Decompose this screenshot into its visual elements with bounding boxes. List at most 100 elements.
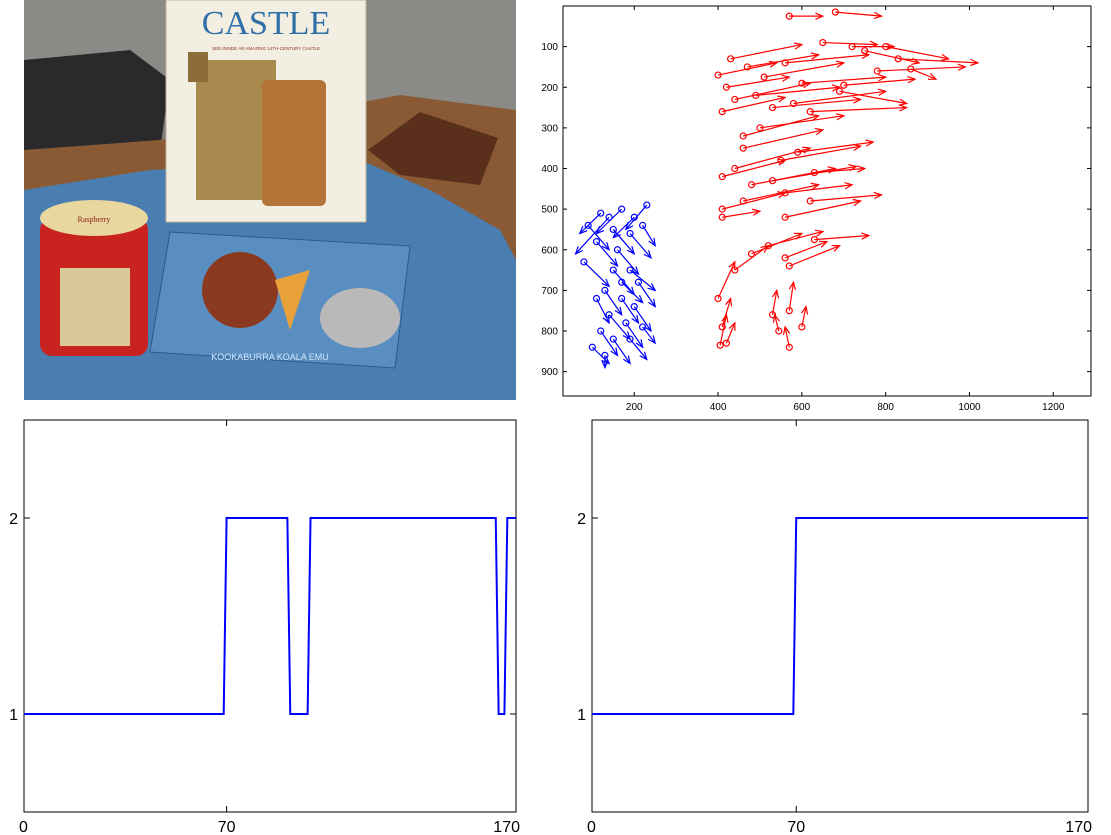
- vector-head: [777, 191, 787, 199]
- vector-head: [634, 294, 644, 304]
- y-tick-label: 700: [541, 286, 558, 297]
- plot-frame: [23, 419, 517, 813]
- vector-shaft: [771, 290, 778, 315]
- vector-shaft: [877, 66, 966, 72]
- vector-shaft: [797, 141, 874, 153]
- vector-head: [622, 355, 631, 365]
- y-tick-label: 2: [577, 511, 586, 528]
- vector-origin: [592, 238, 601, 246]
- vector-shaft: [596, 241, 618, 267]
- vector-head: [886, 42, 896, 51]
- vector-shaft: [600, 330, 618, 356]
- vector-shaft: [768, 230, 823, 247]
- vector-head: [578, 225, 588, 235]
- vector-head: [852, 198, 863, 207]
- vector-head: [610, 347, 619, 357]
- vector-origin: [588, 343, 596, 351]
- y-tick-label: 300: [541, 123, 558, 134]
- y-tick-label: 500: [541, 205, 558, 216]
- y-tick-label: 1: [577, 707, 586, 724]
- vector-head: [814, 229, 825, 237]
- vector-head: [643, 250, 653, 260]
- vector-origin: [634, 278, 643, 286]
- vector-shaft: [717, 62, 777, 76]
- y-tick-label: 2: [9, 511, 18, 528]
- vector-shaft: [810, 194, 882, 202]
- vector-head: [861, 232, 871, 240]
- vector-head: [810, 114, 821, 122]
- x-tick-label: 1200: [1042, 402, 1065, 413]
- vector-head: [725, 297, 733, 307]
- vector-origin: [580, 258, 588, 266]
- vector-shaft: [784, 200, 861, 218]
- vector-head: [810, 182, 821, 190]
- vector-shaft: [726, 76, 790, 88]
- vector-head: [782, 325, 791, 335]
- vector-shaft: [625, 204, 648, 230]
- vector-shaft: [835, 11, 882, 17]
- vector-series-1: [574, 201, 657, 370]
- book-subtitle: SEE INSIDE AN AMAZING 14TH-CENTURY CASTL…: [212, 46, 320, 51]
- vector-head: [781, 74, 791, 82]
- vector-origin: [618, 205, 626, 213]
- vector-shaft: [801, 306, 807, 328]
- vector-shaft: [822, 41, 878, 46]
- motion-vector-chart: 200 400 600 800 1000 1200 100 200 300 400 500 600 70…: [541, 5, 1092, 413]
- step-chart-left: 0 70 170 1 2: [9, 419, 520, 835]
- vector-origin: [718, 173, 726, 181]
- plot-frame: [562, 5, 1092, 397]
- puzzle-bird: [275, 270, 310, 330]
- vector-head: [602, 314, 610, 325]
- vector-shaft: [759, 115, 844, 129]
- vector-origin: [597, 327, 605, 335]
- vector-head: [793, 42, 804, 50]
- vector-shaft: [755, 86, 840, 96]
- step-series-0: [24, 517, 516, 715]
- vector-shaft: [596, 208, 623, 234]
- x-tick-label: 0: [19, 819, 28, 835]
- vector-shaft: [772, 98, 861, 109]
- vector-origin: [626, 229, 634, 238]
- vector-head: [927, 73, 938, 80]
- vector-head: [752, 208, 762, 216]
- vector-shaft: [814, 167, 865, 174]
- x-tick-label: 1000: [958, 402, 981, 413]
- vector-head: [831, 84, 842, 92]
- y-tick-label: 100: [541, 42, 558, 53]
- vector-shaft: [612, 229, 635, 255]
- vector-head: [793, 232, 804, 240]
- vector-origin: [785, 343, 793, 351]
- vector-origin: [609, 225, 617, 234]
- vector-origin: [626, 335, 634, 343]
- vector-head: [856, 165, 867, 173]
- vector-shaft: [717, 261, 736, 299]
- vector-origin: [718, 205, 726, 213]
- vector-origin: [739, 144, 747, 152]
- vector-head: [815, 12, 825, 20]
- vector-head: [595, 225, 605, 235]
- vector-origin: [626, 266, 634, 274]
- book-title: CASTLE: [202, 5, 330, 42]
- vector-shaft: [617, 249, 639, 275]
- castle-turret: [188, 52, 208, 82]
- vector-shaft: [788, 282, 795, 311]
- vector-head: [865, 139, 875, 147]
- vector-head: [630, 266, 640, 276]
- vector-shaft: [772, 165, 857, 182]
- vector-shaft: [885, 46, 949, 60]
- tin-lid: [40, 200, 148, 236]
- castle-tower: [262, 80, 326, 206]
- vector-origin: [798, 323, 806, 331]
- vector-series-0: [714, 8, 980, 351]
- vector-shaft: [734, 82, 811, 101]
- x-tick-label: 70: [787, 819, 805, 835]
- vector-shaft: [774, 314, 780, 332]
- vector-head: [728, 260, 736, 270]
- vector-shaft: [629, 338, 648, 360]
- vector-origin: [722, 339, 731, 347]
- vector-head: [907, 76, 917, 84]
- vector-head: [898, 98, 909, 106]
- vector-shaft: [625, 322, 644, 348]
- vector-shaft: [722, 159, 786, 178]
